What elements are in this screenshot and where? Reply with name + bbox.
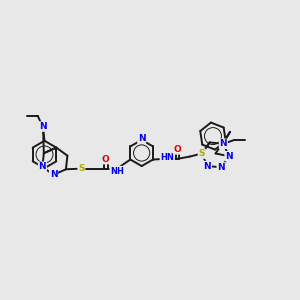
Text: O: O bbox=[173, 145, 181, 154]
Text: NH: NH bbox=[110, 167, 124, 176]
Text: HN: HN bbox=[160, 153, 174, 162]
Text: N: N bbox=[204, 161, 211, 170]
Text: N: N bbox=[138, 134, 146, 143]
Text: N: N bbox=[39, 122, 46, 131]
Text: S: S bbox=[199, 149, 205, 158]
Text: N: N bbox=[217, 163, 225, 172]
Text: N: N bbox=[50, 170, 57, 179]
Text: N: N bbox=[220, 139, 227, 148]
Text: N: N bbox=[39, 162, 46, 171]
Text: N: N bbox=[225, 152, 233, 161]
Text: S: S bbox=[78, 164, 85, 173]
Text: O: O bbox=[102, 155, 110, 164]
